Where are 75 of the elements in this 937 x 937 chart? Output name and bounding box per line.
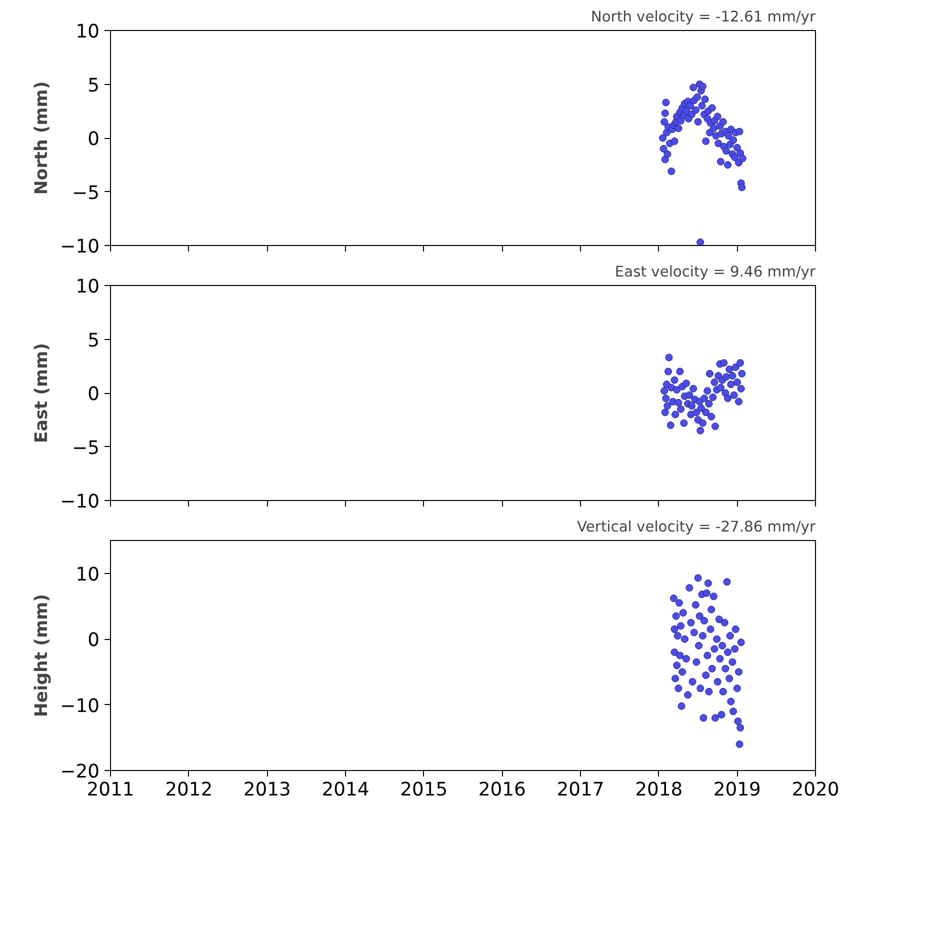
point (737, 384, 745, 392)
y-tick-label: 0 (88, 630, 100, 652)
y-axis-title: Height (mm) (32, 594, 52, 718)
point (727, 380, 735, 388)
point (720, 359, 728, 367)
point (688, 402, 696, 410)
point (665, 354, 673, 362)
text: Vertical velocity = -27.86 mm/yr (577, 518, 816, 536)
point (674, 398, 682, 406)
point (716, 384, 724, 392)
x-tick-label: 2015 (400, 780, 448, 800)
point (696, 426, 704, 434)
y-tick-label: 0 (88, 384, 100, 405)
point (690, 384, 698, 392)
point (711, 422, 719, 430)
point (726, 366, 734, 374)
point (732, 363, 740, 371)
x-tick-label: 2011 (86, 780, 134, 800)
point (708, 412, 716, 420)
point (698, 419, 706, 427)
y-tick-label: 10 (76, 276, 100, 298)
y-tick-label: 10 (76, 564, 100, 586)
y-tick-label: 10 (76, 22, 100, 42)
y-tick-label: 0 (88, 129, 100, 150)
point (724, 394, 732, 402)
point (682, 380, 690, 388)
y-tick-label: −5 (72, 182, 100, 204)
point (736, 359, 744, 367)
y-tick-label: −5 (72, 438, 100, 459)
x-tick-label: 2016 (478, 780, 526, 800)
point (676, 368, 684, 376)
y-tick-label: −10 (60, 492, 100, 512)
point (670, 376, 678, 384)
point (692, 408, 700, 416)
y-tick-label: −10 (60, 236, 100, 258)
y-tick-label: 5 (88, 75, 100, 96)
point (660, 387, 668, 395)
point (677, 405, 685, 413)
point (664, 402, 672, 410)
point (680, 419, 688, 427)
point (705, 400, 713, 408)
x-tick-label: 2020 (792, 780, 840, 800)
x-tick-label: 2018 (635, 780, 683, 800)
text: East velocity = 9.46 mm/yr (614, 264, 816, 280)
y-axis-title: East (mm) (32, 342, 52, 444)
point (662, 394, 670, 402)
point (704, 387, 712, 395)
point (666, 422, 674, 429)
point (733, 378, 741, 386)
point (728, 372, 736, 380)
point (730, 391, 738, 399)
point (722, 373, 730, 381)
x-tick-label: 2012 (165, 780, 213, 800)
x-tick-label: 2014 (322, 780, 370, 800)
point (710, 378, 718, 386)
x-tick-label: 2019 (713, 780, 761, 800)
y-tick-label: −20 (60, 762, 100, 782)
x-tick-label: 2017 (556, 780, 604, 800)
y-axis-title: North (mm) (32, 81, 52, 195)
y-tick-label: −10 (60, 696, 100, 717)
point (706, 370, 714, 378)
point (738, 370, 746, 378)
point (734, 398, 742, 406)
x-tick-label: 2013 (243, 780, 291, 800)
point (686, 391, 694, 399)
point (702, 408, 710, 416)
point (700, 394, 708, 402)
point (672, 410, 680, 418)
point (661, 408, 669, 416)
text: North velocity = -12.61 mm/yr (590, 8, 816, 26)
point (673, 386, 681, 394)
point (709, 394, 717, 402)
point (697, 404, 705, 412)
y-tick-label: 5 (88, 330, 100, 352)
point (664, 368, 672, 376)
